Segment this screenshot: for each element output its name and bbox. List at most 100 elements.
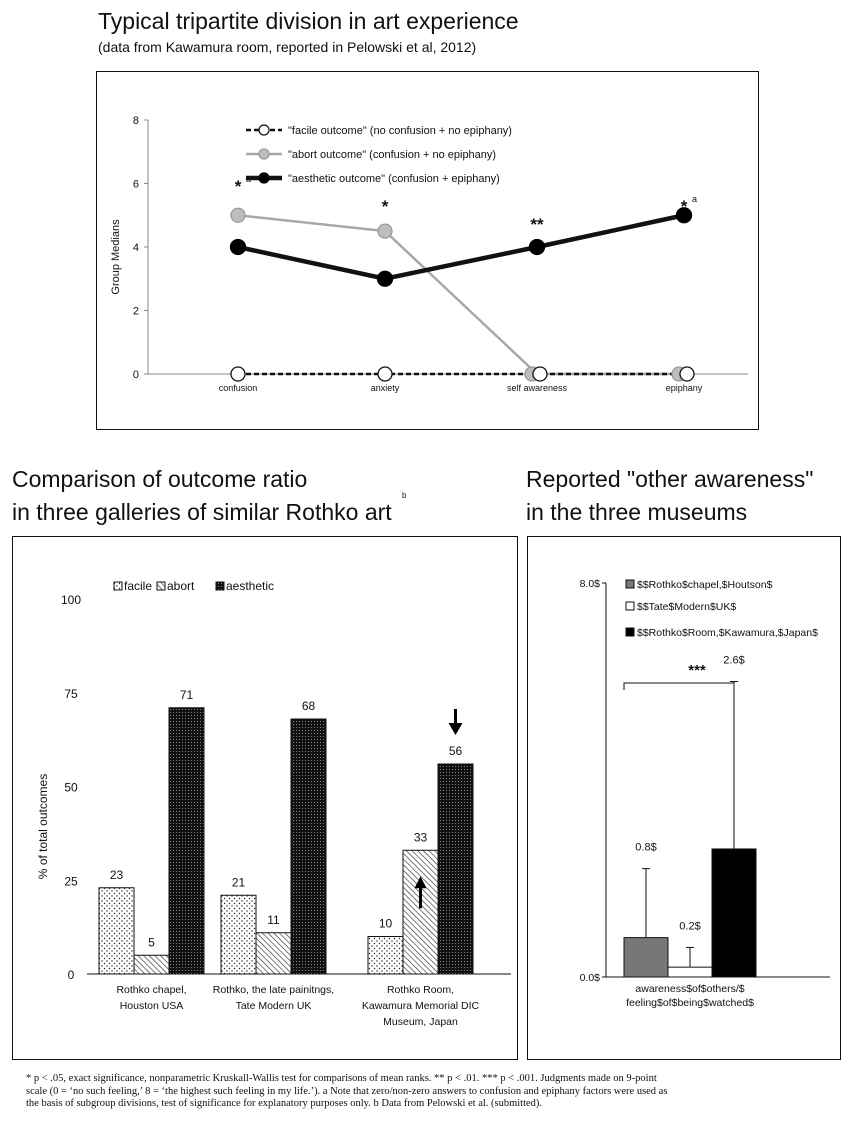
awareness-bar-panel: 0.0$ 8.0$ 0.8$ 0.2$ 2.6$ *** awareness$of$othe… — [527, 536, 841, 1060]
significance-marker: * — [235, 177, 242, 196]
outcome-bar-chart: 0 25 50 75 100 % of total outcomes 23 21 10 5 11 33… — [36, 579, 511, 1028]
right-chart-title-line1: Reported "other awareness" — [526, 466, 814, 492]
x-tick-label: Kawamura Memorial DIC — [362, 1000, 480, 1012]
series-line — [237, 214, 684, 376]
y-tick-label: 75 — [64, 687, 78, 701]
data-label: 10 — [379, 917, 393, 931]
bar — [667, 966, 713, 978]
x-tick-label: Rothko, the late painitngs, — [213, 984, 334, 996]
footnote-line: the basis of subgroup divisions, test of… — [26, 1098, 543, 1109]
legend-label: $$Tate$Modern$UK$ — [637, 601, 736, 613]
y-tick-label: 4 — [133, 242, 139, 254]
significance-marker: ** — [530, 215, 544, 234]
bar — [367, 936, 404, 975]
data-point — [675, 207, 693, 224]
arrow-down-icon — [448, 723, 463, 735]
bar — [168, 707, 205, 975]
legend-swatch — [625, 579, 635, 589]
data-point — [377, 366, 393, 382]
arrow-up-icon — [414, 876, 427, 889]
y-tick-label: 8.0$ — [580, 578, 601, 590]
significance-marker: *** — [688, 662, 706, 679]
outcome-bar-panel: 0 25 50 75 100 % of total outcomes 23 21 10 5 11 33… — [12, 536, 518, 1060]
data-label: 2.6$ — [723, 655, 744, 667]
legend-marker — [258, 148, 270, 160]
y-tick-label: 50 — [64, 781, 78, 795]
data-point — [229, 238, 247, 256]
x-tick-label: confusion — [219, 383, 258, 393]
data-label: 56 — [449, 744, 463, 758]
bar — [437, 763, 474, 975]
awareness-bar-chart: 0.0$ 8.0$ 0.8$ 0.2$ 2.6$ *** awareness$of$othe… — [580, 578, 830, 1009]
y-tick-label: 8 — [133, 115, 139, 127]
legend-swatch — [625, 601, 635, 611]
bar — [711, 848, 757, 978]
data-label: 0.2$ — [679, 920, 700, 932]
significance-marker: * — [681, 197, 688, 216]
bar — [133, 954, 170, 975]
data-point — [230, 366, 246, 382]
legend-label: facile — [124, 579, 152, 593]
line-chart-panel: 0 2 4 6 8 Group Medians confusion anxiety self a… — [96, 71, 759, 430]
data-label: 5 — [148, 935, 155, 949]
legend-swatch — [113, 581, 123, 591]
legend-swatch — [625, 627, 635, 637]
data-point — [528, 238, 546, 256]
x-tick-label: self awareness — [507, 383, 568, 393]
legend-label: "facile outcome" (no confusion + no epip… — [288, 125, 512, 137]
significance-marker: * — [382, 197, 389, 216]
data-point — [376, 270, 394, 287]
data-label: 68 — [302, 699, 316, 713]
bar — [623, 937, 669, 978]
y-axis-label: % of total outcomes — [36, 774, 50, 879]
legend-label: $$Rothko$Room,$Kawamura,$Japan$ — [637, 627, 818, 639]
x-tick-label: Houston USA — [120, 1000, 184, 1012]
footnote-line: scale (0 = ‘no such feeling,’ 8 = ‘the h… — [26, 1085, 668, 1097]
data-point — [377, 223, 393, 239]
y-tick-label: 25 — [64, 874, 78, 888]
bar — [402, 849, 439, 975]
left-chart-title-marker: b — [402, 491, 407, 500]
x-tick-label: Tate Modern UK — [236, 1000, 312, 1012]
x-tick-label: epiphany — [666, 383, 703, 393]
data-label: 11 — [267, 913, 280, 927]
data-label: 71 — [180, 688, 194, 702]
left-chart-title-line1: Comparison of outcome ratio — [12, 466, 308, 492]
data-point — [679, 366, 695, 382]
legend-swatch — [156, 581, 166, 591]
left-chart-title-line2: in three galleries of similar Rothko art — [12, 499, 392, 525]
data-label: 33 — [414, 830, 428, 844]
line-chart: 0 2 4 6 8 Group Medians confusion anxiety self a… — [110, 115, 748, 393]
y-tick-label: 0 — [133, 369, 139, 381]
legend-marker — [258, 124, 270, 136]
x-tick-label: Rothko Room, — [387, 984, 454, 996]
top-chart-title: Typical tripartite division in art exper… — [98, 8, 519, 34]
data-label: 21 — [232, 875, 246, 889]
right-chart-title-line2: in the three museums — [526, 499, 748, 525]
bar — [290, 718, 327, 975]
data-label: 0.8$ — [635, 842, 656, 854]
x-tick-label: feeling$of$being$watched$ — [626, 997, 754, 1009]
legend-swatch — [215, 581, 225, 591]
legend-label: $$Rothko$chapel,$Houtson$ — [637, 579, 773, 591]
significance-superscript: a — [692, 194, 697, 204]
top-chart-subtitle: (data from Kawamura room, reported in Pe… — [98, 39, 477, 55]
legend-marker — [258, 172, 270, 184]
x-tick-label: anxiety — [371, 383, 400, 393]
bar — [220, 894, 257, 975]
bar — [255, 932, 292, 975]
y-tick-label: 0.0$ — [580, 972, 601, 984]
y-tick-label: 0 — [68, 968, 75, 982]
footnote-line: * p < .05, exact significance, nonparame… — [26, 1073, 657, 1084]
y-tick-label: 100 — [61, 593, 81, 607]
significance-bracket — [623, 682, 735, 690]
x-tick-label: Museum, Japan — [383, 1016, 458, 1028]
y-tick-label: 6 — [133, 179, 139, 191]
y-tick-label: 2 — [133, 306, 139, 318]
bar — [98, 887, 135, 975]
footnote: * p < .05, exact significance, nonparame… — [26, 1073, 826, 1111]
legend-label: "abort outcome" (confusion + no epiphany… — [288, 149, 496, 161]
data-label: 23 — [110, 868, 124, 882]
legend-label: abort — [167, 579, 195, 593]
legend-label: aesthetic — [226, 579, 274, 593]
